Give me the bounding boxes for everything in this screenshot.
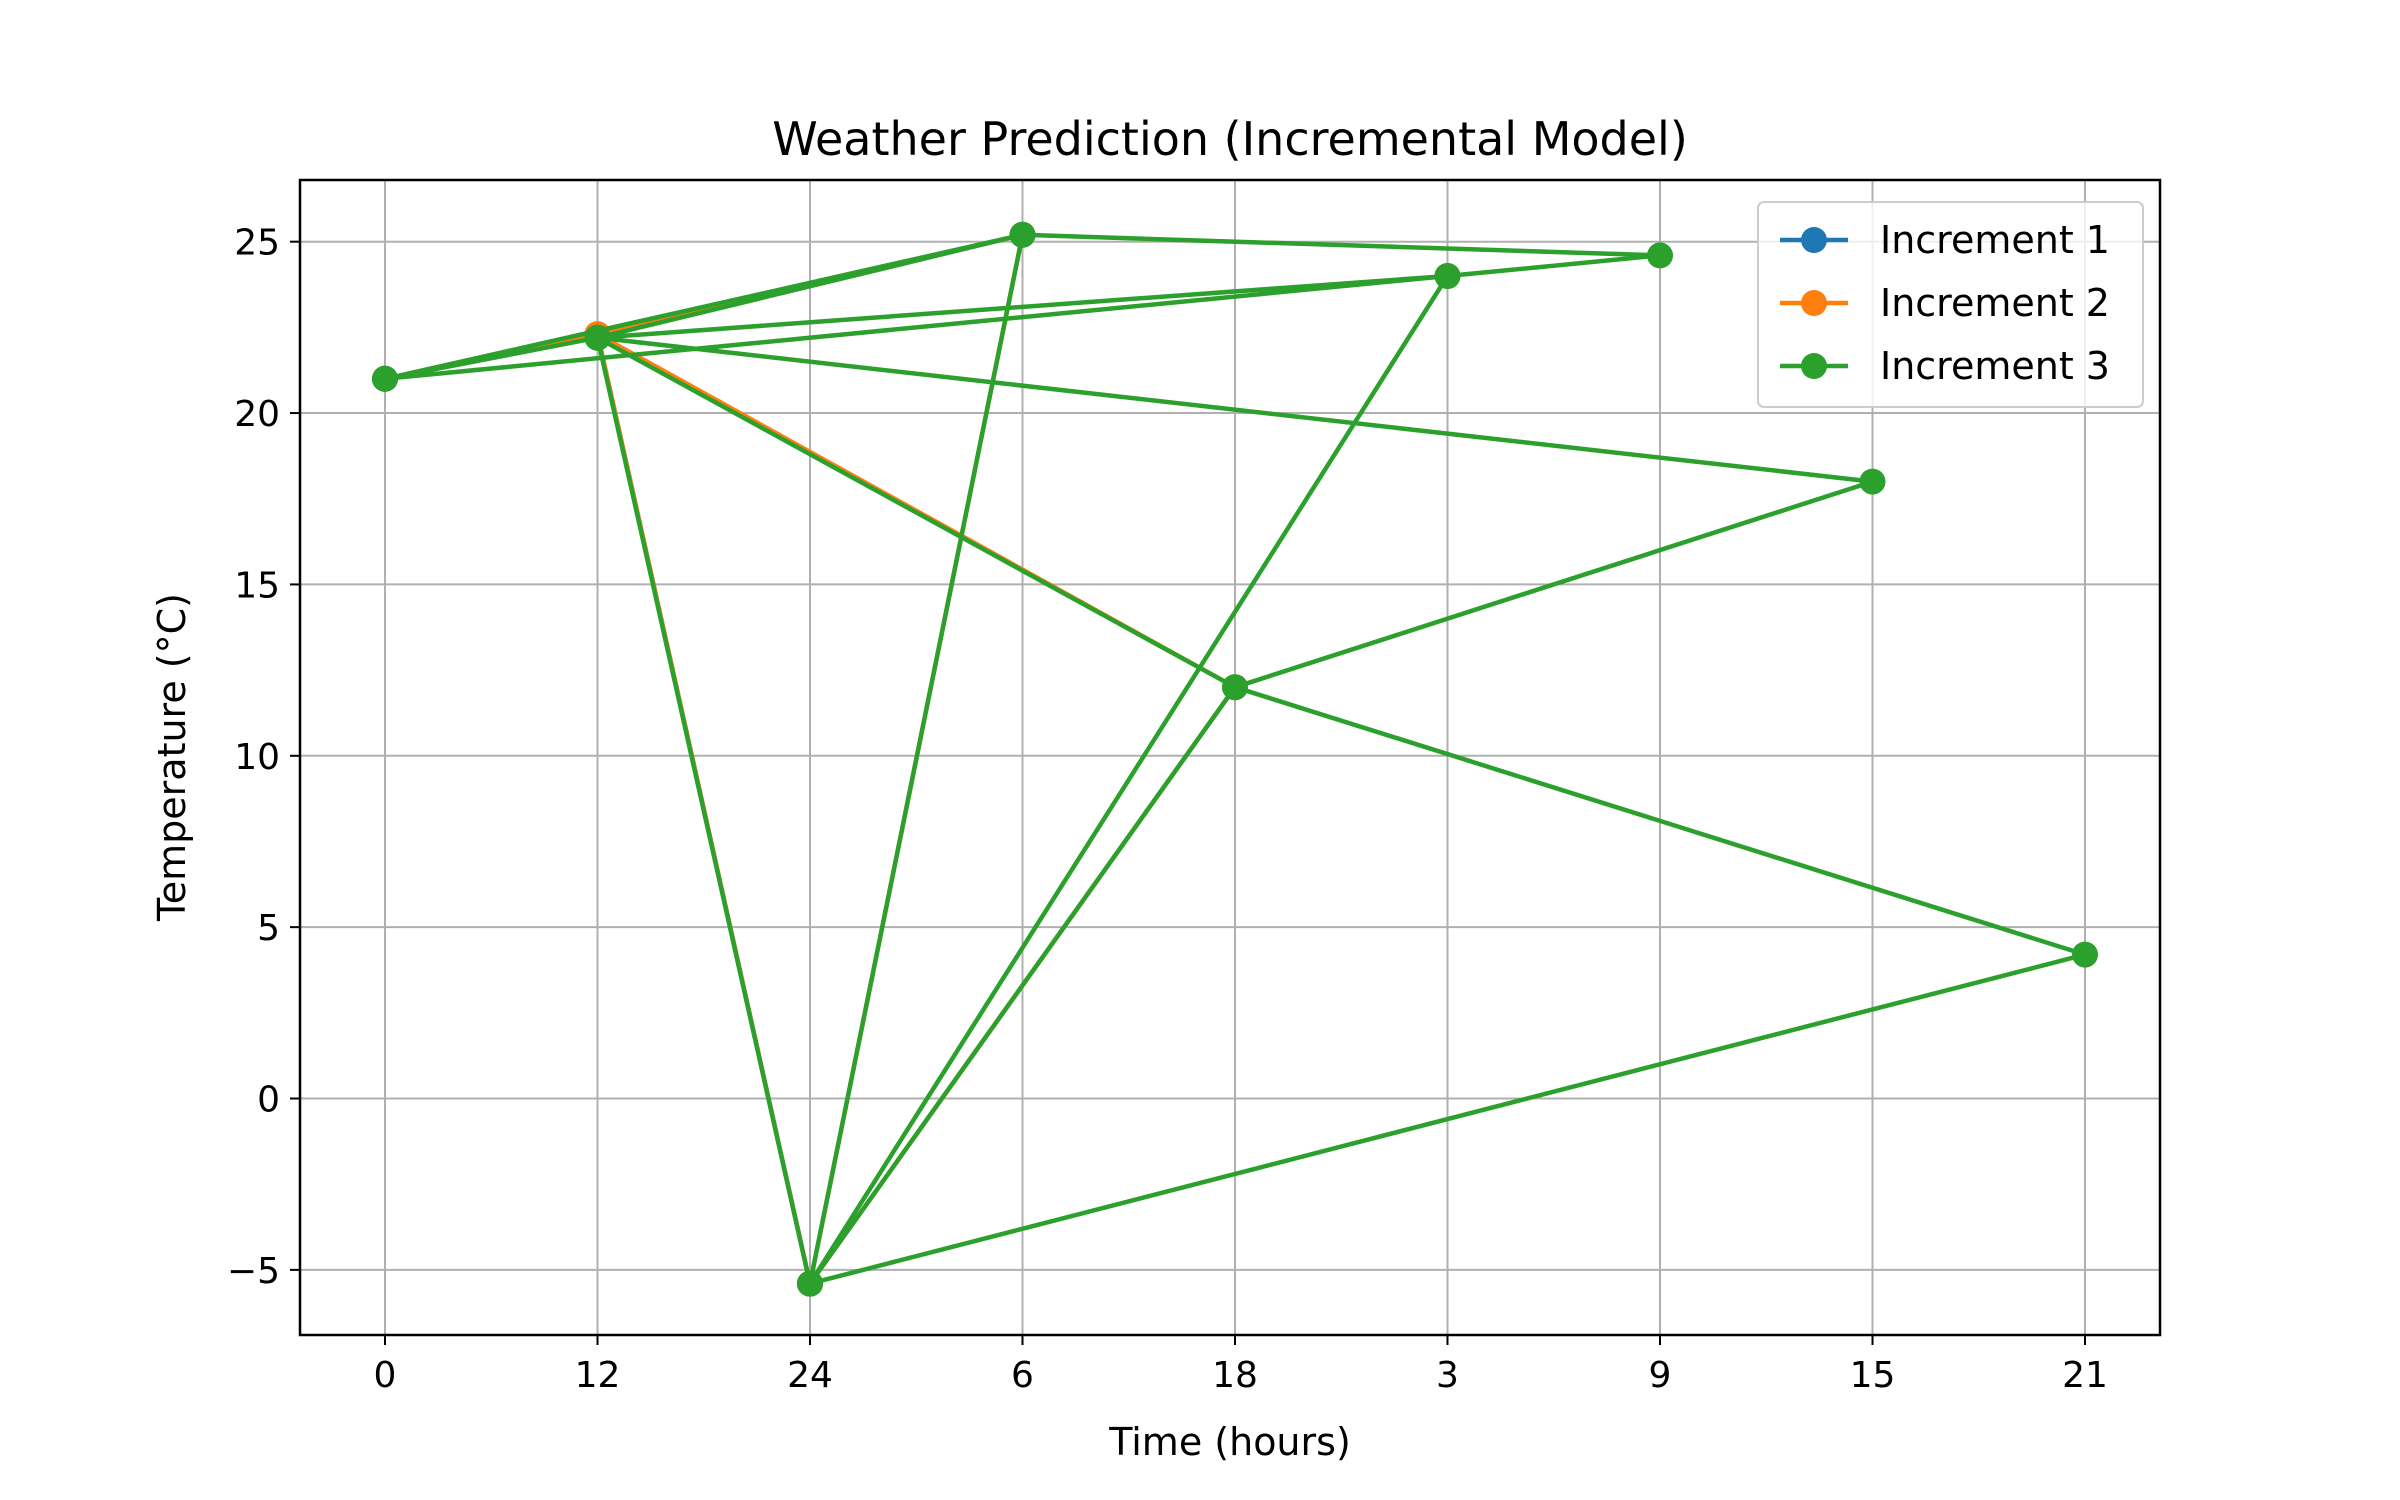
x-tick-label: 3	[1436, 1355, 1459, 1396]
y-tick-label: 5	[257, 908, 280, 949]
x-tick-label: 24	[787, 1355, 833, 1396]
x-tick-label: 18	[1212, 1355, 1258, 1396]
legend-item: Increment 1	[1780, 218, 2110, 262]
data-point	[2072, 941, 2098, 968]
data-point	[584, 324, 611, 351]
data-point	[1647, 242, 1673, 269]
plot-frame	[298, 178, 2162, 1337]
data-point	[1009, 221, 1036, 248]
x-tick-label: 21	[2062, 1355, 2108, 1396]
x-tick-label: 12	[575, 1355, 621, 1396]
series-3	[372, 221, 2098, 1297]
grid	[300, 180, 2160, 1335]
x-tick-label: 15	[1850, 1355, 1896, 1396]
legend-frame	[1757, 201, 2144, 408]
data-point	[1434, 263, 1461, 289]
legend-marker	[1801, 290, 1827, 316]
legend-marker	[1801, 353, 1827, 379]
series-group	[372, 221, 2098, 1297]
data-point	[1222, 674, 1248, 701]
y-axis-label: Temperature (°C)	[150, 593, 194, 922]
legend-label: Increment 2	[1880, 281, 2110, 325]
y-axis-ticks: −5 0 5 10 15 20 25	[227, 223, 300, 1292]
x-axis-label: Time (hours)	[1108, 1420, 1351, 1464]
x-tick-label: 6	[1011, 1355, 1034, 1396]
x-axis-ticks: 0 12 24 6 18 3 9 15 21	[374, 1335, 2108, 1396]
legend: Increment 1 Increment 2 Increment 3	[1757, 201, 2144, 408]
y-tick-label: 10	[234, 737, 280, 778]
x-tick-label: 9	[1649, 1355, 1672, 1396]
legend-label: Increment 3	[1880, 344, 2110, 388]
y-tick-label: 0	[257, 1080, 280, 1121]
y-tick-label: 20	[234, 394, 280, 435]
data-point	[797, 1270, 823, 1297]
chart-title: Weather Prediction (Incremental Model)	[772, 112, 1688, 166]
legend-item: Increment 2	[1780, 281, 2110, 325]
y-tick-label: −5	[227, 1251, 280, 1292]
data-point	[1859, 468, 1886, 495]
legend-marker	[1801, 227, 1827, 253]
legend-label: Increment 1	[1880, 218, 2110, 262]
y-tick-label: 25	[234, 223, 280, 264]
x-tick-label: 0	[374, 1355, 397, 1396]
y-tick-label: 15	[234, 565, 280, 606]
legend-item: Increment 3	[1780, 344, 2110, 388]
data-point	[372, 365, 398, 392]
